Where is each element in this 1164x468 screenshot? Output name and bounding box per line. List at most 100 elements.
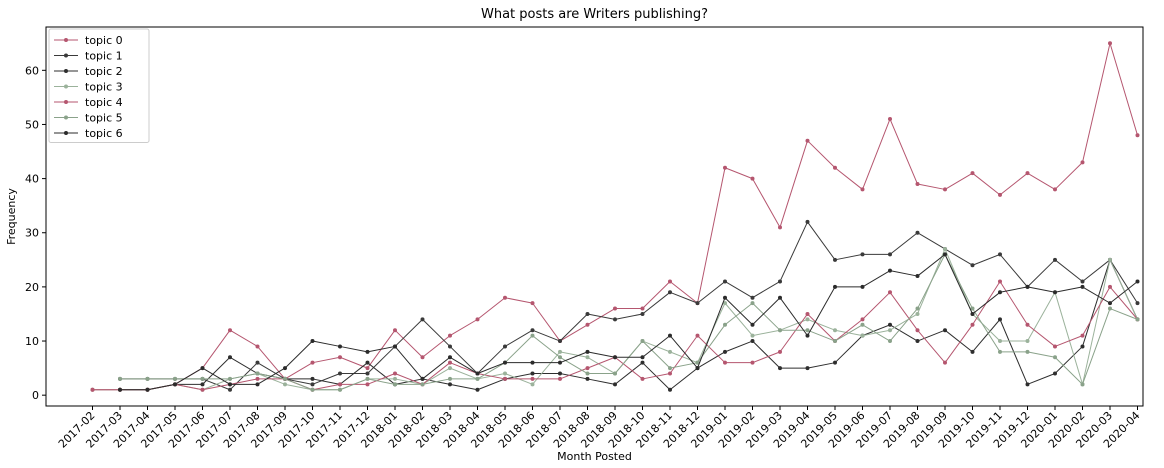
data-point [805,317,810,322]
data-point [200,387,205,392]
data-point [833,257,837,262]
data-point [283,366,287,371]
data-point [1080,333,1085,338]
data-point [943,328,947,333]
data-point [1053,187,1057,192]
data-point [915,328,920,333]
data-point [448,376,452,381]
data-point [805,366,810,371]
data-point [640,311,645,316]
series-line [120,253,1138,391]
data-point [1025,382,1030,387]
data-point [723,165,727,170]
data-point [750,360,755,365]
data-point [833,165,837,170]
y-tick-label: 0 [32,389,39,402]
data-point [118,376,122,381]
y-axis-title: Frequency [5,188,18,245]
data-point [970,322,975,327]
data-point [228,328,232,333]
data-point [365,366,370,371]
data-point [310,382,315,387]
data-point [365,360,370,365]
data-point [668,349,672,354]
series-topic-1 [118,219,1140,392]
data-point [860,284,865,289]
data-point [888,117,892,122]
data-point [695,301,700,306]
plot-area [45,26,1144,407]
legend-label: topic 4 [85,96,123,109]
x-axis-title: Month Posted [557,450,632,463]
data-point [695,366,700,371]
data-point [475,317,480,322]
legend-label: topic 0 [85,34,123,47]
data-point [1135,301,1140,306]
data-point [860,322,865,327]
data-point [778,295,782,300]
data-point [228,387,232,392]
data-point [998,349,1002,354]
series-topic-2 [118,257,1140,392]
data-point [943,360,947,365]
data-point [613,382,617,387]
data-point [1135,279,1140,284]
data-point [668,333,672,338]
data-point [448,382,452,387]
data-point [1053,355,1057,360]
data-point [1108,41,1112,46]
data-point [255,360,260,365]
data-point [530,376,535,381]
data-point [530,333,535,338]
y-axis: 0 10 20 30 40 50 60 [25,64,46,402]
data-point [1108,284,1112,289]
data-point [888,290,892,295]
data-point [723,301,727,306]
data-point [503,371,507,376]
data-point [310,360,315,365]
data-point [970,263,975,268]
data-point [723,360,727,365]
data-point [998,339,1002,344]
data-point [778,366,782,371]
data-point [558,349,562,354]
data-point [750,322,755,327]
data-point [228,382,232,387]
data-point [805,138,810,143]
data-point [778,279,782,284]
data-point [613,317,617,322]
data-point [778,225,782,230]
data-point [228,376,232,381]
data-point [888,322,892,327]
data-point [1053,344,1057,349]
data-point [393,344,397,349]
chart-title: What posts are Writers publishing? [481,7,708,22]
data-point [393,382,397,387]
data-point [255,376,260,381]
data-point [613,306,617,311]
data-point [585,355,590,360]
data-point [750,339,755,344]
data-point [503,295,507,300]
data-point [200,382,205,387]
legend-marker [64,100,68,104]
data-point [503,376,507,381]
data-point [255,371,260,376]
data-point [750,301,755,306]
data-point [805,311,810,316]
data-point [1053,371,1057,376]
data-point [833,339,837,344]
data-point [915,230,920,235]
data-point [420,376,425,381]
data-point [970,171,975,176]
data-point [1080,344,1085,349]
data-point [338,382,342,387]
legend-label: topic 3 [85,81,123,94]
legend-marker [64,53,68,58]
data-point [448,355,452,360]
y-tick-label: 50 [25,118,39,131]
data-point [695,360,700,365]
data-point [640,360,645,365]
data-point [503,344,507,349]
data-point [558,371,562,376]
